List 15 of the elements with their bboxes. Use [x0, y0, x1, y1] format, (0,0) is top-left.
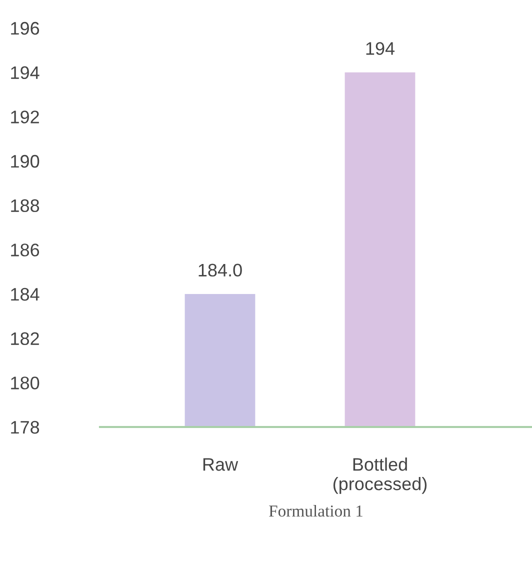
y-tick-label: 188 — [11, 199, 40, 212]
y-tick-label: 194 — [11, 66, 40, 80]
data-label: 194 — [366, 42, 395, 55]
x-tick-label: Bottled (processed) — [333, 458, 427, 494]
y-tick-label: 192 — [11, 110, 39, 124]
y-tick-label: 190 — [11, 154, 40, 168]
y-tick-label: 196 — [11, 22, 40, 35]
y-tick-label: 186 — [11, 244, 40, 256]
x-axis-title: Formulation 1 — [269, 504, 362, 517]
x-tick-label: Raw — [203, 458, 238, 471]
y-tick-label: 182 — [11, 332, 39, 346]
y-tick-label: 184 — [11, 288, 40, 301]
y-tick-label: 180 — [11, 376, 40, 390]
y-tick-label: 178 — [11, 420, 40, 434]
data-label: 184.0 — [198, 264, 242, 277]
